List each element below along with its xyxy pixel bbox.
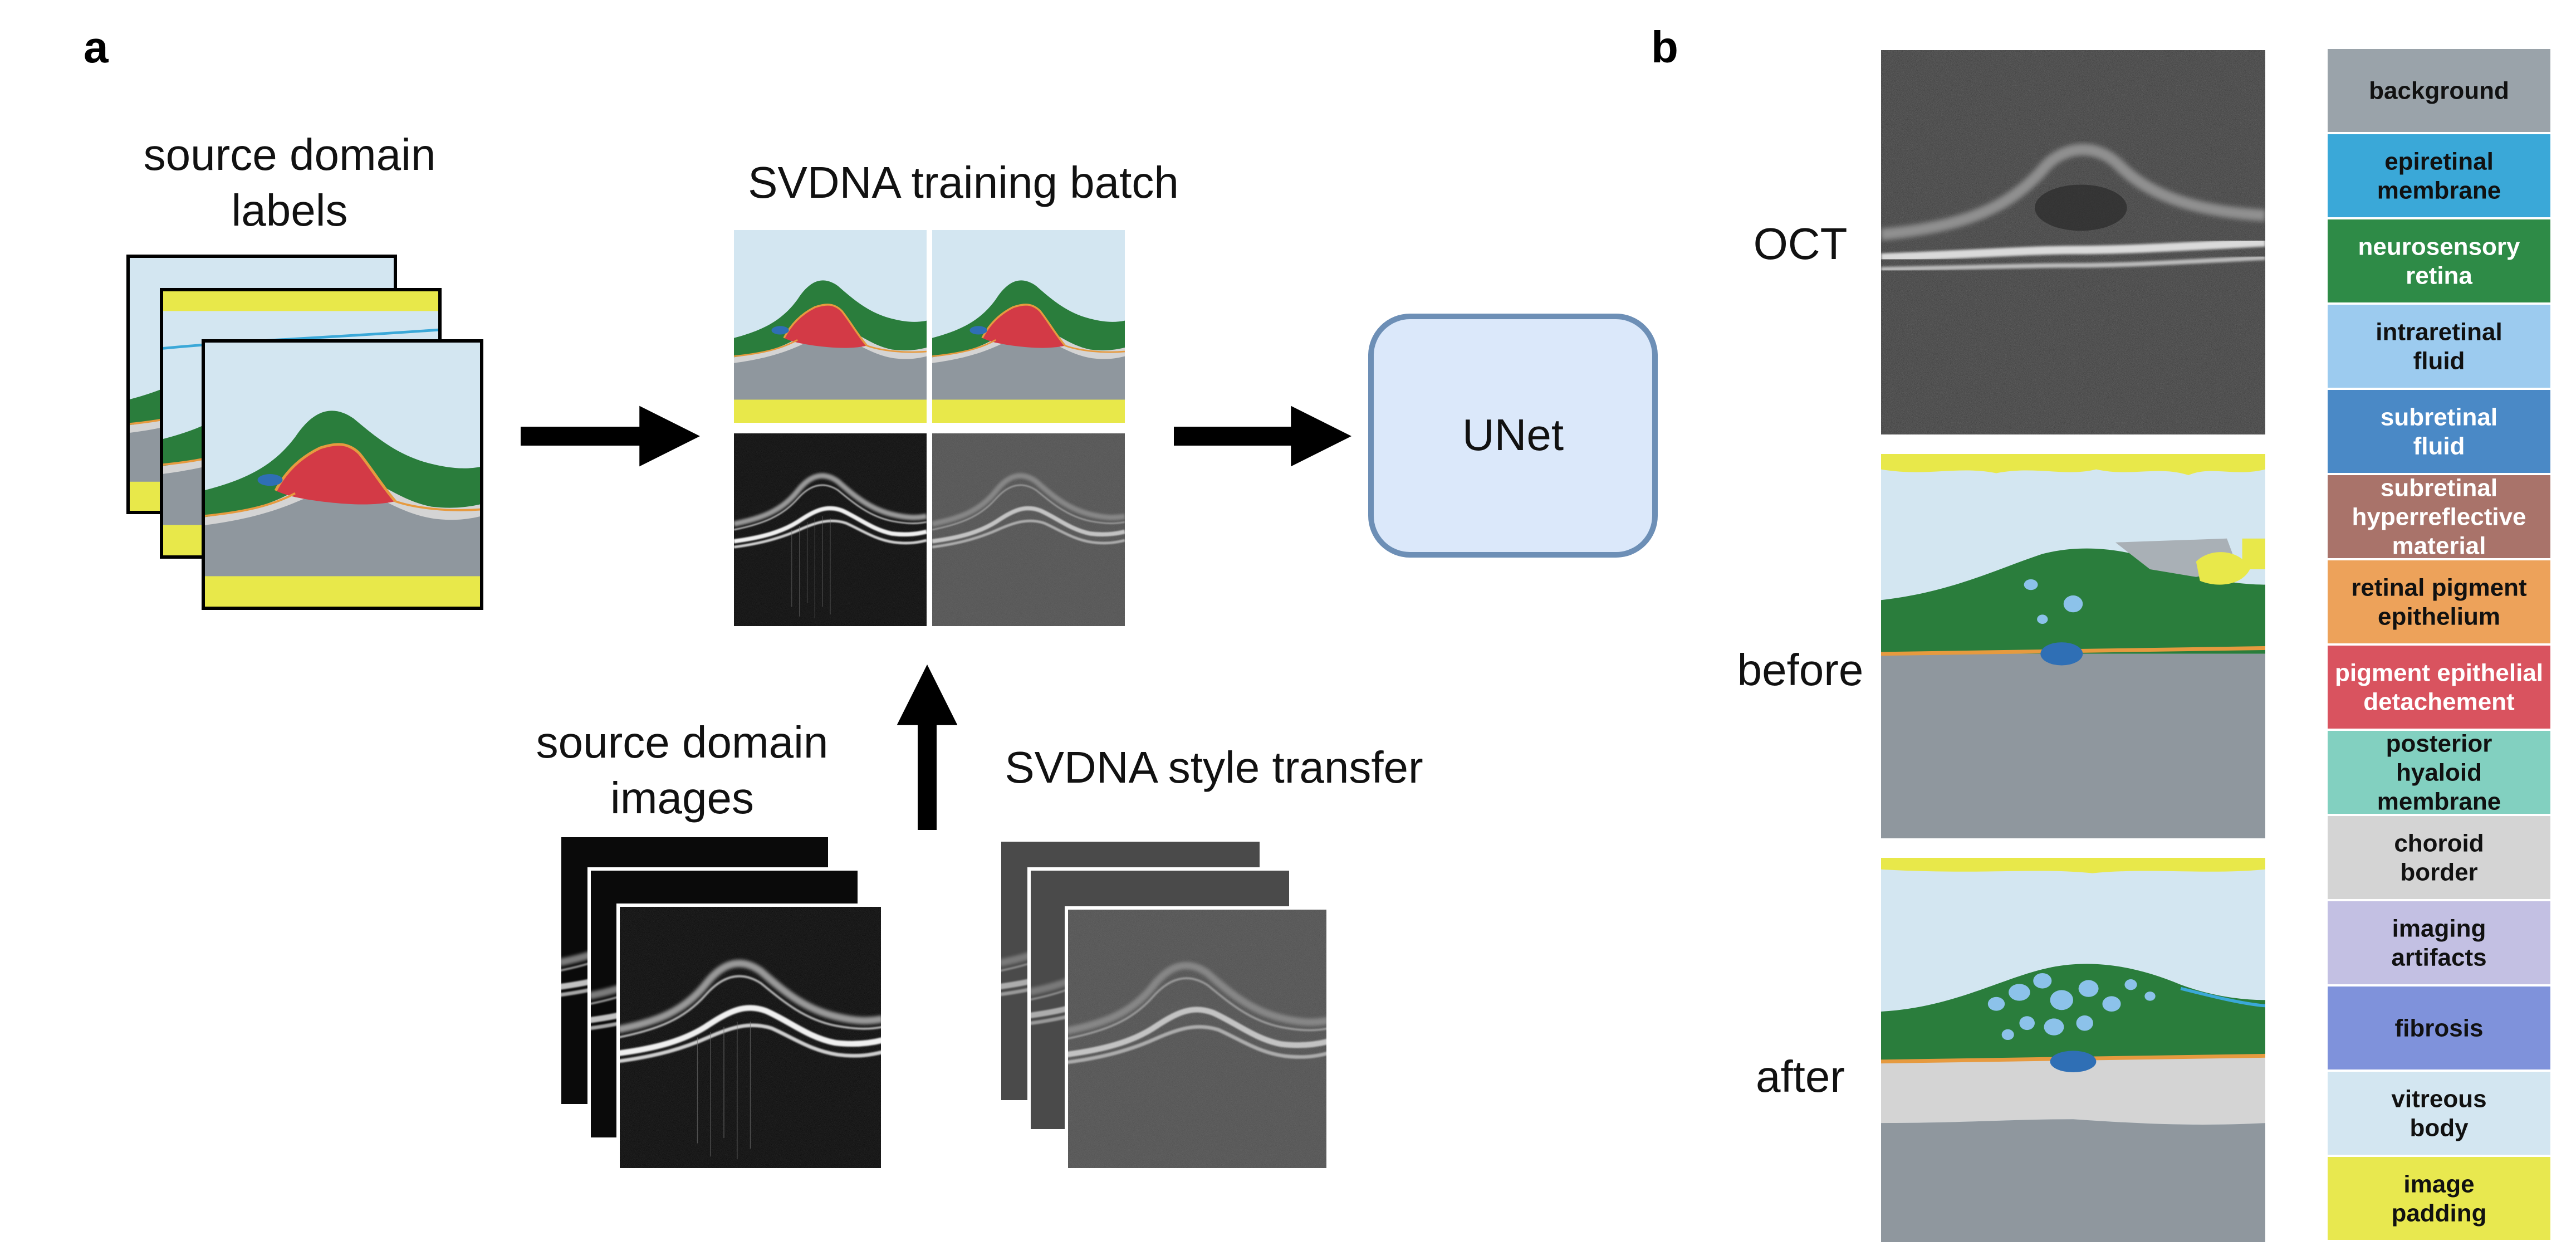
unet-label: UNet	[1462, 410, 1564, 460]
row-label-after: after	[1756, 1052, 1845, 1101]
images-stack-title-line2: images	[610, 773, 754, 823]
label-stack	[126, 255, 483, 610]
images-stack-title-line1: source domain	[536, 717, 829, 767]
row-label-before: before	[1737, 645, 1864, 695]
legend-swatch	[2328, 219, 2550, 302]
legend-label: imaging	[2392, 915, 2486, 942]
legend-label: membrane	[2377, 177, 2501, 204]
legend-label: retina	[2406, 262, 2472, 290]
legend-swatch	[2328, 986, 2550, 1069]
legend-label: fluid	[2413, 348, 2465, 375]
transferred-image-stack	[998, 838, 1330, 1171]
legend-swatch	[2328, 1072, 2550, 1155]
labels-stack-title-line1: source domain	[144, 130, 436, 179]
legend-label: retinal pigment	[2351, 574, 2527, 602]
legend-label: intraretinal	[2376, 319, 2502, 346]
panel-b-letter: b	[1651, 22, 1678, 72]
batch-label-2	[932, 230, 1125, 423]
legend-label: material	[2392, 533, 2486, 560]
legend-label: body	[2410, 1115, 2469, 1142]
legend-label: pigment epithelial	[2335, 660, 2543, 687]
legend-label: epiretinal	[2384, 148, 2494, 175]
legend-label: epithelium	[2378, 603, 2500, 631]
legend-label: border	[2400, 859, 2477, 886]
legend-swatch	[2328, 134, 2550, 217]
panel-a-letter: a	[84, 22, 109, 72]
legend-swatch	[2328, 901, 2550, 984]
legend-swatch	[2328, 646, 2550, 729]
legend-label: detachement	[2363, 688, 2515, 716]
legend-label: subretinal	[2381, 475, 2497, 502]
legend-label: membrane	[2377, 788, 2501, 815]
batch-title: SVDNA training batch	[748, 158, 1179, 207]
legend-label: hyaloid	[2396, 759, 2482, 787]
legend-label: fluid	[2413, 433, 2465, 460]
batch-label-1	[734, 230, 927, 423]
legend-label: artifacts	[2391, 944, 2486, 971]
labels-stack-title-line2: labels	[231, 185, 347, 235]
panel-b-oct-image	[1881, 50, 2265, 434]
panel-b-after-segmentation	[1881, 858, 2265, 1242]
legend-swatch	[2328, 475, 2550, 558]
legend-swatch	[2328, 816, 2550, 899]
batch-oct-1	[734, 433, 927, 626]
legend-swatch	[2328, 49, 2550, 132]
legend-label: background	[2369, 77, 2509, 105]
training-batch-grid	[734, 230, 1125, 626]
legend-swatch	[2328, 390, 2550, 473]
legend-label: vitreous	[2391, 1086, 2486, 1113]
row-label-oct: OCT	[1754, 219, 1848, 268]
unet-box: UNet	[1368, 314, 1658, 558]
legend-label: choroid	[2394, 830, 2484, 857]
panel-b-before-segmentation	[1881, 454, 2265, 838]
legend-label: hyperreflective	[2352, 504, 2526, 531]
legend-label: fibrosis	[2395, 1015, 2484, 1042]
legend-label: posterior	[2386, 730, 2492, 758]
transfer-title: SVDNA style transfer	[1005, 743, 1423, 792]
legend-label: subretinal	[2381, 404, 2497, 431]
legend-swatch	[2328, 1157, 2550, 1240]
legend-label: image	[2403, 1171, 2474, 1198]
legend-swatch	[2328, 560, 2550, 643]
legend-swatch	[2328, 731, 2550, 814]
batch-oct-2	[932, 433, 1125, 626]
legend-swatch	[2328, 305, 2550, 388]
source-image-stack	[558, 834, 884, 1171]
class-legend: backgroundepiretinalmembraneneurosensory…	[2328, 49, 2550, 1240]
legend-label: padding	[2391, 1200, 2486, 1227]
legend-label: neurosensory	[2358, 233, 2521, 261]
